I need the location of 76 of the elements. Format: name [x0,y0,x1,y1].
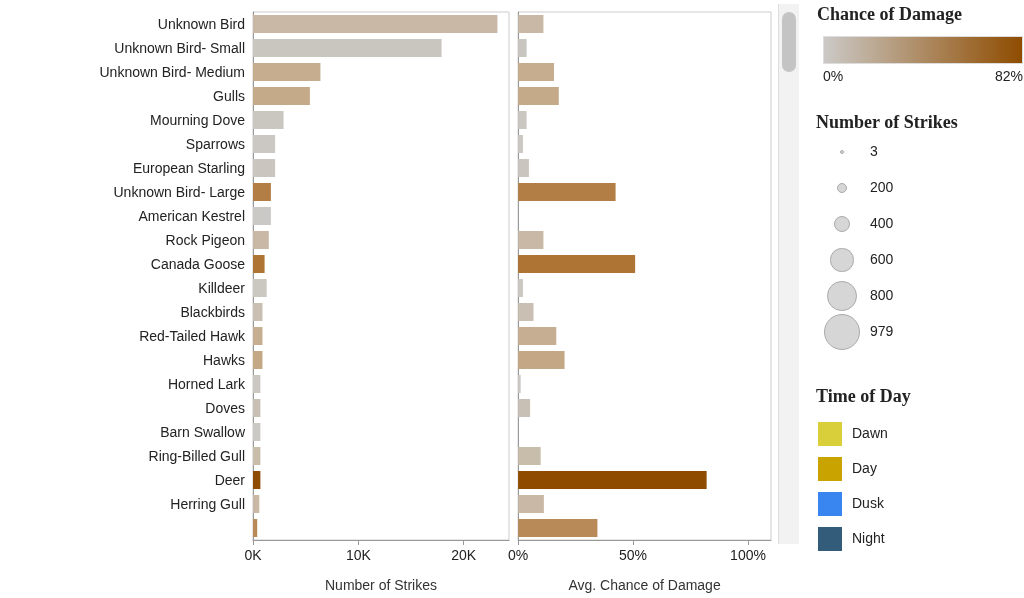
y-tick-label: Killdeer [198,280,246,296]
bar [253,399,261,417]
text: 979 [870,323,894,339]
x-axis-title: Avg. Chance of Damage [568,577,721,593]
x-tick-label: 100% [730,547,766,563]
bar [518,231,544,249]
bar [518,495,544,513]
bar [253,351,263,369]
bar [518,351,565,369]
bar [518,399,531,417]
text: 200 [870,179,894,195]
y-tick-label: Doves [205,400,245,416]
x-tick-label: 0K [244,547,263,563]
text: 600 [870,251,894,267]
bar [253,183,271,201]
y-tick-label: Herring Gull [170,496,245,512]
bar [518,63,554,81]
y-tick-label: Unknown Bird [157,16,245,32]
y-tick-label: Sparrows [185,136,245,152]
y-tick-label: Unknown Bird- Large [113,184,246,200]
y-tick-label: American Kestrel [138,208,245,224]
bar [518,15,544,33]
y-tick-label: Unknown Bird- Small [114,40,245,56]
x-tick-label: 10K [345,547,372,563]
y-tick-label: Gulls [213,88,245,104]
category-label: Dusk [852,495,884,511]
text: 800 [870,287,894,303]
bar [518,447,541,465]
y-tick-label: Rock Pigeon [165,232,245,248]
text: 400 [870,215,894,231]
y-tick-label: Deer [214,472,246,488]
bar [253,231,269,249]
bar [253,15,498,33]
color-bar-label: 0% [823,68,844,84]
category-label: Night [852,530,885,546]
bar [253,519,258,537]
x-tick-label: 20K [451,547,477,563]
bar [253,495,260,513]
y-tick-label: Red-Tailed Hawk [139,328,246,344]
x-axis-title: Number of Strikes [324,577,438,593]
x-tick-label: 0% [508,547,529,563]
bar [253,159,276,177]
y-tick-label: Hawks [202,352,245,368]
y-tick-label: Unknown Bird- Medium [99,64,245,80]
category-label: Dawn [852,425,888,441]
y-tick-label: Horned Lark [167,376,246,392]
bar [518,87,559,105]
bar [518,303,534,321]
bar [253,255,265,273]
y-tick-label: Blackbirds [180,304,245,320]
y-tick-label: Canada Goose [150,256,246,272]
category-label: Day [852,460,877,476]
bar [253,327,263,345]
color-bar-title: Chance of Damage [817,4,962,25]
bar [518,255,636,273]
bar [518,183,616,201]
color-bar-label: 82% [994,68,1023,84]
bar [518,39,527,57]
y-tick-label: Mourning Dove [150,112,246,128]
bar [253,471,261,489]
x-tick-label: 50% [619,547,648,563]
y-tick-label: Ring-Billed Gull [148,448,245,464]
text: Number of Strikes [816,112,958,133]
bar [253,87,310,105]
bar [518,327,557,345]
y-tick-label: Barn Swallow [160,424,246,440]
y-tick-label: European Starling [132,160,245,176]
bar [253,39,442,57]
bar [253,63,321,81]
bar [518,471,707,489]
bar [253,447,261,465]
text: Time of Day [816,386,911,407]
bar [518,519,598,537]
bar [253,303,263,321]
bar [518,159,529,177]
text: 3 [870,143,878,159]
